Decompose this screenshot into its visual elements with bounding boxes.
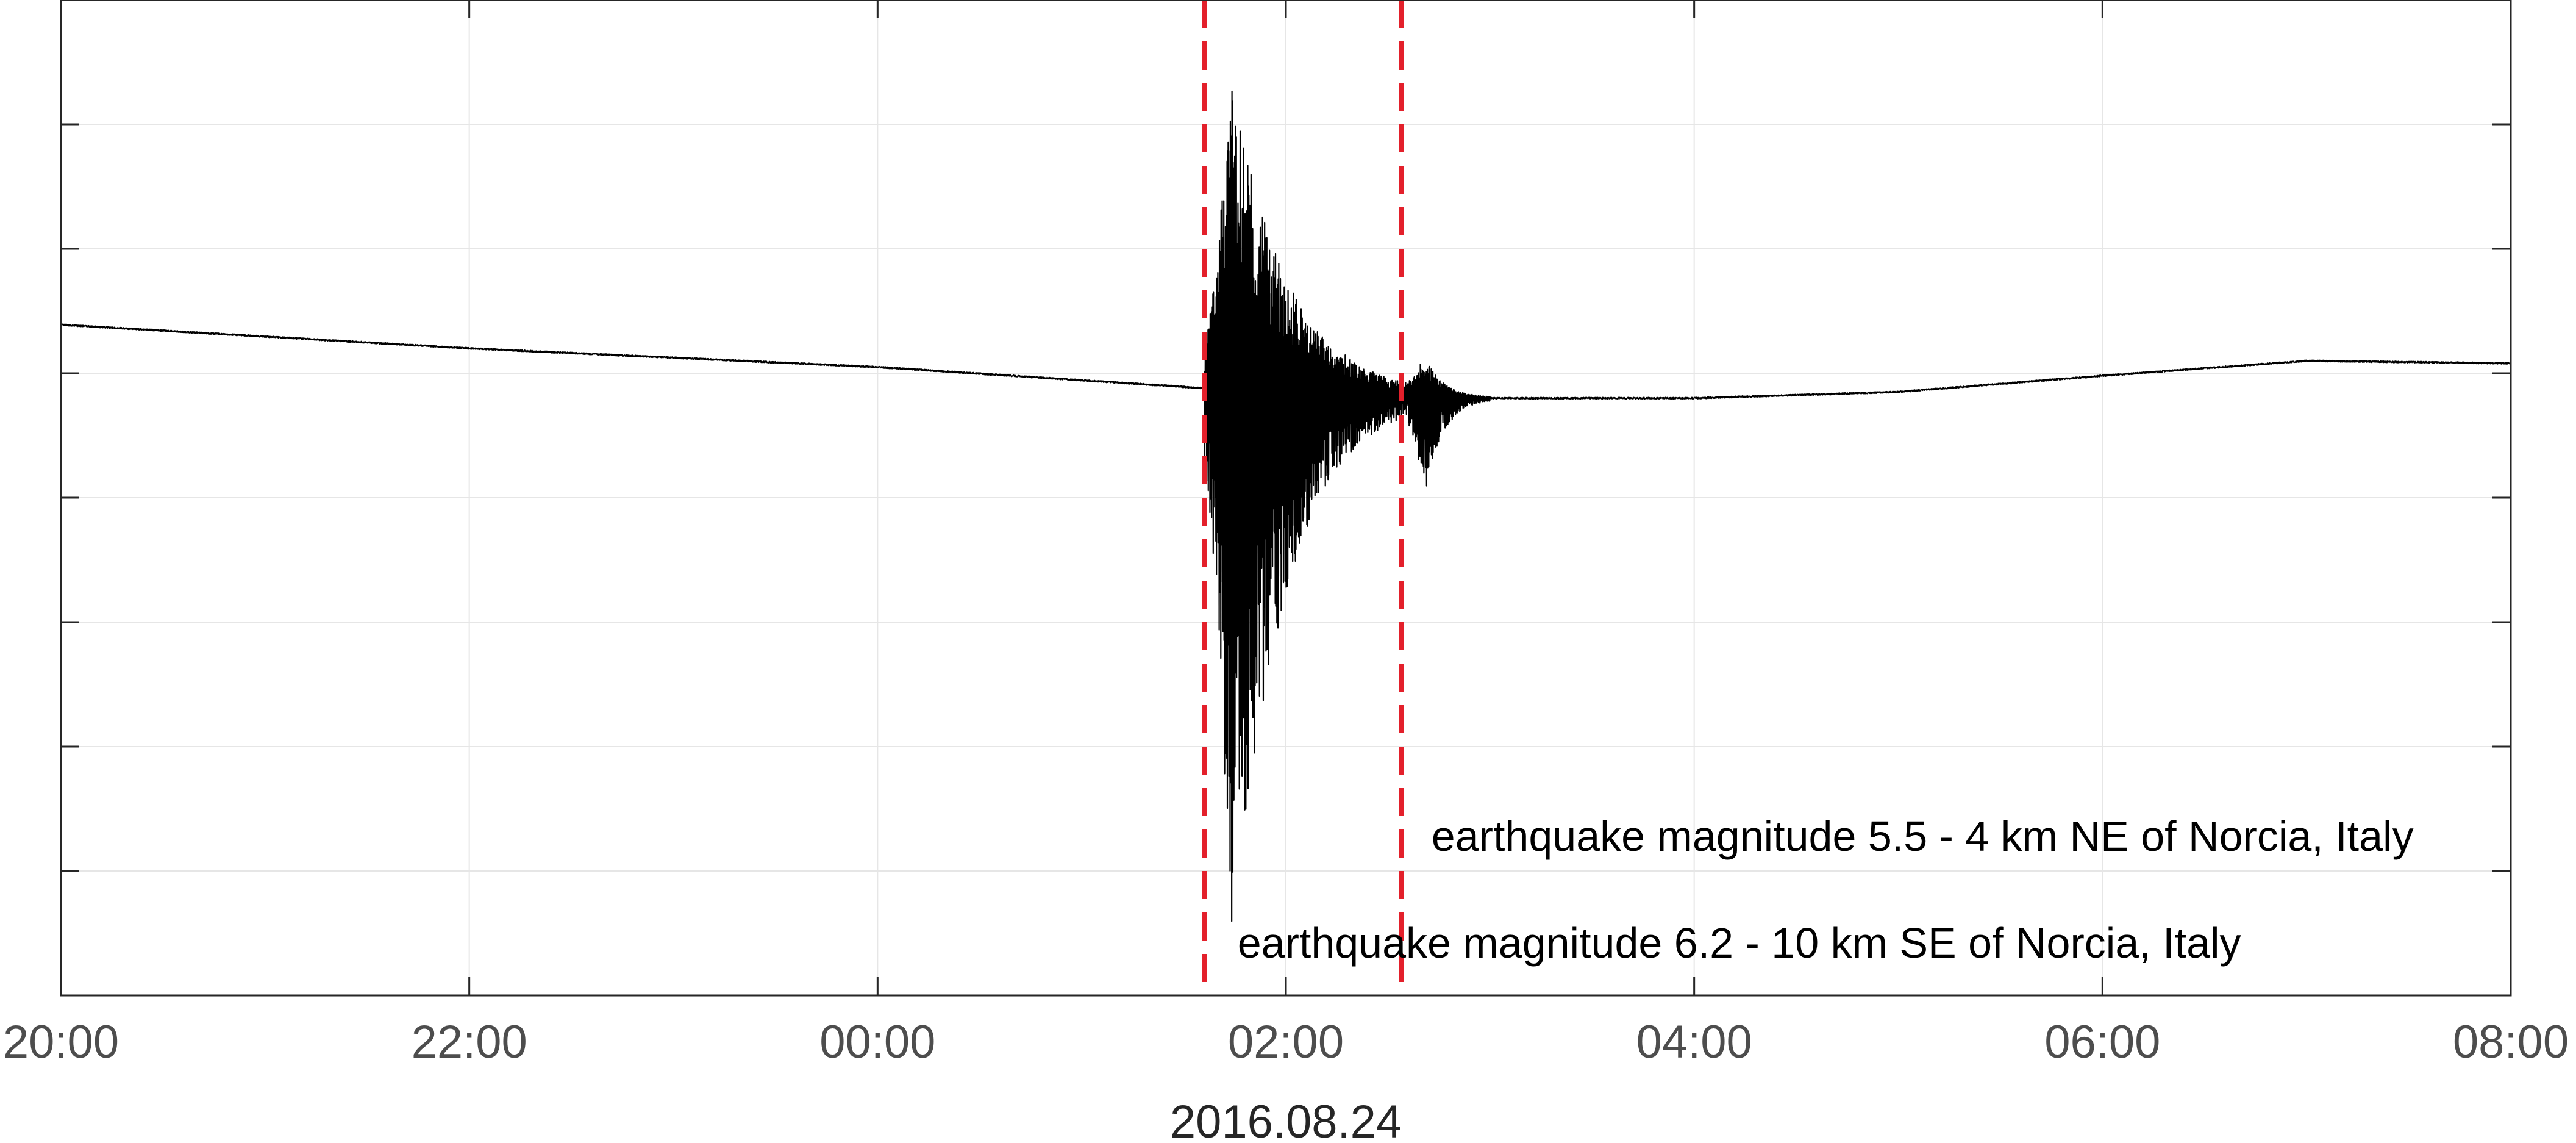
event-annotation-1: earthquake magnitude 6.2 - 10 km SE of N… (1238, 919, 2241, 967)
annotations: earthquake magnitude 6.2 - 10 km SE of N… (1238, 812, 2414, 967)
event-markers (1202, 0, 1404, 995)
x-tick-label: 22:00 (412, 1016, 527, 1068)
x-tick-label: 20:00 (3, 1016, 119, 1068)
seismic-trace (60, 90, 2512, 922)
x-tick-label: 08:00 (2453, 1016, 2569, 1068)
x-axis-label: 2016.08.24 (1170, 1096, 1402, 1143)
x-tick-label: 02:00 (1228, 1016, 1344, 1068)
event-annotation-2: earthquake magnitude 5.5 - 4 km NE of No… (1432, 812, 2414, 860)
x-tick-label: 04:00 (1636, 1016, 1752, 1068)
x-tick-label: 06:00 (2044, 1016, 2160, 1068)
x-tick-label: 00:00 (819, 1016, 935, 1068)
x-tick-labels: 20:00 22:00 00:00 02:00 04:00 06:00 08:00 (3, 1016, 2569, 1068)
grid-lines (60, 0, 2511, 995)
trace-layer (60, 90, 2512, 922)
axis-ticks (60, 0, 2512, 997)
